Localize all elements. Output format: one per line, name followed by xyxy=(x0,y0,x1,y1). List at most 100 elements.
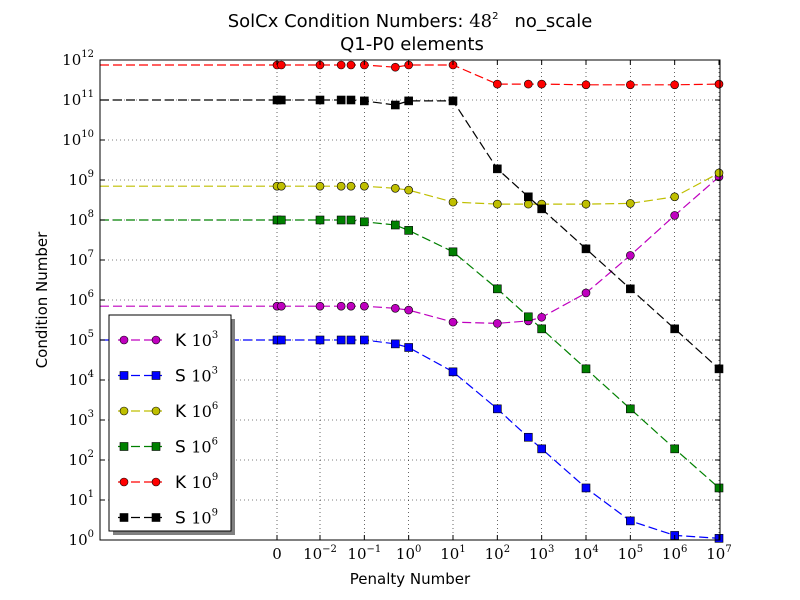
legend-label-exp: 3 xyxy=(212,366,218,377)
y-tick-label: 108 xyxy=(69,209,94,229)
x-tick-label: 100 xyxy=(396,544,421,563)
data-point xyxy=(391,220,400,230)
y-tick-label: 109 xyxy=(69,169,94,189)
legend-marker xyxy=(151,513,161,522)
series-k-9 xyxy=(99,60,724,90)
data-point xyxy=(276,335,286,345)
legend-entry-k-9: K 109 xyxy=(118,472,218,493)
y-tick-label-base: 10 xyxy=(69,411,88,429)
y-tick-label-exp: 11 xyxy=(81,89,94,100)
data-point xyxy=(346,95,356,105)
series-k-3 xyxy=(99,172,724,328)
data-point xyxy=(276,215,286,225)
y-tick-label-exp: 10 xyxy=(81,129,94,140)
y-tick-label-exp: 0 xyxy=(88,529,94,540)
data-point xyxy=(581,244,591,254)
x-tick-label: 10−1 xyxy=(347,544,381,563)
data-point xyxy=(714,168,724,178)
x-tick-label-exp: 4 xyxy=(592,544,598,555)
legend-label-base: 10 xyxy=(191,367,211,386)
legend-box xyxy=(108,314,232,532)
data-point xyxy=(670,192,679,202)
data-point xyxy=(670,80,679,90)
axis-ticks xyxy=(100,59,720,541)
data-point xyxy=(276,95,286,105)
data-point xyxy=(670,444,679,454)
data-point xyxy=(276,301,286,311)
legend-marker xyxy=(151,406,161,416)
data-point xyxy=(360,217,369,227)
legend-marker xyxy=(151,442,161,451)
data-point xyxy=(336,335,346,345)
y-tick-labels: 1001011021031041051061071081091010101110… xyxy=(62,49,94,549)
y-tick-label-base: 10 xyxy=(69,531,88,549)
x-tick-labels: 0 10−2 10−1 100 101 102 103 104 105 106 107 xyxy=(272,544,732,563)
data-point xyxy=(670,211,679,220)
data-point xyxy=(346,215,356,225)
data-point xyxy=(315,95,325,105)
legend-label-exp: 3 xyxy=(212,330,218,341)
legend-label-base: 10 xyxy=(191,438,211,457)
y-tick-label-base: 10 xyxy=(69,451,88,469)
data-point xyxy=(448,197,458,207)
y-tick-label-base: 10 xyxy=(69,291,88,309)
chart-title-prefix: SolCx Condition Numbers: xyxy=(228,11,469,32)
data-point xyxy=(336,301,346,311)
data-point xyxy=(537,312,546,322)
series-line xyxy=(99,176,720,325)
legend-marker xyxy=(119,513,129,522)
data-point xyxy=(493,404,502,414)
chart-subtitle: Q1-P0 elements xyxy=(340,34,484,55)
legend-label-exp: 6 xyxy=(212,401,218,412)
data-point xyxy=(493,79,502,89)
x-tick-label-exp: −1 xyxy=(367,544,382,555)
data-point xyxy=(346,335,356,345)
legend-marker xyxy=(119,406,129,416)
data-point xyxy=(524,79,533,89)
x-tick-label: 101 xyxy=(440,544,465,563)
chart-title-math-exp: 2 xyxy=(492,11,498,22)
x-tick-label-base: 10 xyxy=(662,545,681,563)
legend-marker xyxy=(119,371,129,380)
x-tick-label-exp: 5 xyxy=(637,544,643,555)
data-point xyxy=(537,444,546,454)
x-tick-label-base: 10 xyxy=(440,545,459,563)
y-tick-label-exp: 12 xyxy=(81,49,94,60)
data-point xyxy=(448,367,458,377)
data-point xyxy=(315,181,325,191)
y-tick-label: 104 xyxy=(69,369,94,389)
y-tick-label: 105 xyxy=(69,329,94,349)
data-point xyxy=(336,60,346,70)
data-point xyxy=(581,199,591,209)
data-point xyxy=(391,100,400,110)
series-s-6 xyxy=(100,215,724,493)
legend-label: K 106 xyxy=(175,401,218,422)
chart-title: SolCx Condition Numbers: 482 no_scale xyxy=(228,11,593,32)
data-point xyxy=(315,301,325,311)
data-point xyxy=(276,60,286,70)
data-point xyxy=(714,364,724,374)
legend-label-letter: K xyxy=(175,402,192,422)
x-tick-label: 107 xyxy=(706,544,731,563)
y-tick-label: 1012 xyxy=(62,49,94,69)
y-tick-label-base: 10 xyxy=(62,131,81,149)
x-tick-label: 106 xyxy=(662,544,687,563)
legend-label-exp: 6 xyxy=(212,437,218,448)
data-point xyxy=(448,96,458,106)
y-tick-label-exp: 4 xyxy=(88,369,94,380)
legend-label-base: 10 xyxy=(192,473,212,492)
legend-entry-s-6: S 106 xyxy=(118,437,218,458)
legend-entry-s-9: S 109 xyxy=(118,508,218,529)
y-tick-label: 1011 xyxy=(62,89,94,109)
y-tick-label: 107 xyxy=(69,249,94,269)
data-point xyxy=(626,199,635,208)
data-point xyxy=(714,483,724,493)
x-tick-label-base: 10 xyxy=(303,545,322,563)
legend-label-letter: S xyxy=(175,367,191,387)
legend-label-letter: K xyxy=(175,331,192,351)
data-point xyxy=(346,60,356,70)
data-point xyxy=(391,184,400,193)
series-line xyxy=(100,339,720,539)
data-point xyxy=(537,324,546,334)
